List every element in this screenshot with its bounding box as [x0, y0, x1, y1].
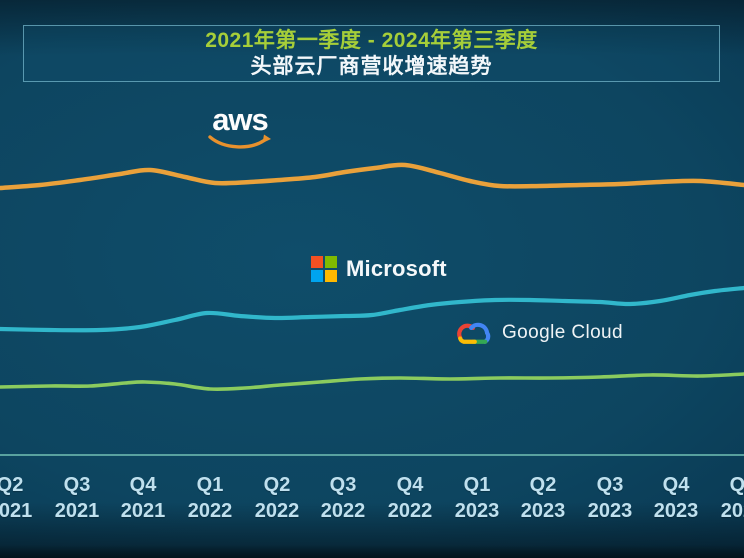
x-axis-label-q4-2022: Q4 2022	[388, 472, 433, 524]
year-label: 2024	[720, 500, 744, 522]
chart-subtitle: 2021年第一季度 - 2024年第三季度	[205, 28, 538, 52]
year-label: 2022	[254, 500, 300, 522]
google-cloud-icon	[457, 322, 491, 344]
year-label: 2021	[0, 500, 33, 522]
chart-title: 头部云厂商营收增速趋势	[250, 54, 493, 78]
quarter-label: Q1	[463, 474, 491, 496]
quarter-label: Q4	[129, 474, 157, 496]
aws-trend-line	[0, 162, 744, 191]
x-axis-label-q1-2023: Q1 2023	[455, 472, 500, 524]
year-label: 2022	[320, 500, 366, 522]
year-label: 2021	[120, 500, 166, 522]
microsoft-square	[311, 256, 323, 268]
google-cloud-trend-line	[0, 372, 744, 392]
x-axis-label-q1-2022: Q1 2022	[188, 472, 233, 524]
quarter-label: Q3	[63, 474, 91, 496]
quarter-label: Q2	[529, 474, 557, 496]
aws-smile-icon	[208, 134, 271, 149]
google-cloud-logo-text: Google Cloud	[502, 321, 623, 343]
aws-logo: aws	[208, 104, 272, 155]
x-axis-label-q4-2021: Q4 2021	[121, 472, 166, 524]
quarter-label: Q1	[729, 474, 744, 496]
microsoft-squares-icon	[311, 256, 337, 282]
year-label: 2022	[387, 500, 433, 522]
quarter-label: Q3	[596, 474, 624, 496]
quarter-label: Q2	[0, 474, 24, 496]
title-box: 2021年第一季度 - 2024年第三季度 头部云厂商营收增速趋势	[23, 25, 720, 82]
microsoft-logo-text: Microsoft	[346, 256, 447, 281]
microsoft-trend-line	[0, 285, 744, 333]
year-label: 2023	[587, 500, 633, 522]
quarter-label: Q4	[662, 474, 690, 496]
year-label: 2023	[454, 500, 500, 522]
x-axis-label-q2-2022: Q2 2022	[255, 472, 300, 524]
microsoft-square	[325, 270, 337, 282]
quarter-label: Q1	[196, 474, 224, 496]
x-axis-label-q2-2021: Q2 2021	[0, 472, 32, 524]
x-axis-label-q1-2024: Q1 2024	[721, 472, 744, 524]
quarter-label: Q4	[396, 474, 424, 496]
x-axis-label-q2-2023: Q2 2023	[521, 472, 566, 524]
microsoft-square	[311, 270, 323, 282]
microsoft-logo: Microsoft	[311, 256, 447, 282]
year-label: 2023	[520, 500, 566, 522]
x-axis-label-q4-2023: Q4 2023	[654, 472, 699, 524]
quarter-label: Q2	[263, 474, 291, 496]
bottom-shade	[0, 545, 744, 558]
x-axis-label-q3-2021: Q3 2021	[55, 472, 100, 524]
year-label: 2022	[187, 500, 233, 522]
aws-logo-text: aws	[212, 102, 269, 137]
x-axis-label-q3-2022: Q3 2022	[321, 472, 366, 524]
year-label: 2021	[54, 500, 100, 522]
google-cloud-logo: Google Cloud	[453, 318, 623, 347]
quarter-label: Q3	[329, 474, 357, 496]
x-axis-label-q3-2023: Q3 2023	[588, 472, 633, 524]
x-axis-labels: Q2 2021 Q3 2021 Q4 2021 Q1 2022 Q2 2022 Q3 2022 Q4 20…	[0, 472, 744, 532]
microsoft-square	[325, 256, 337, 268]
year-label: 2023	[653, 500, 699, 522]
